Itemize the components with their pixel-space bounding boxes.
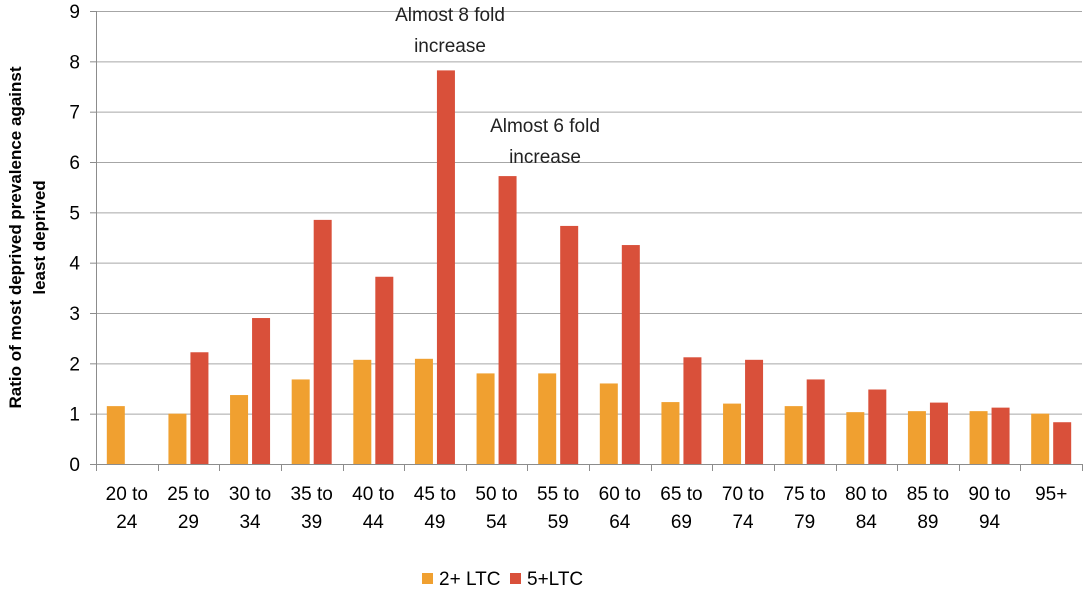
bar-two-plus-ltc	[230, 395, 249, 464]
annotation-text: Almost 8 fold	[395, 5, 505, 26]
bar-five-plus-ltc	[621, 245, 640, 464]
x-tick-label: 24	[116, 512, 138, 533]
x-tick-label: 64	[609, 512, 631, 533]
y-tick-labels: 0 1 2 3 4 5 6 7 8 9	[69, 2, 80, 476]
bar-two-plus-ltc	[1031, 413, 1050, 464]
x-tick-label: 49	[424, 512, 445, 533]
x-tick-label: 50 to	[475, 484, 517, 505]
x-tick-label: 59	[548, 512, 569, 533]
bar-two-plus-ltc	[723, 403, 742, 464]
x-tick-label: 75 to	[784, 484, 826, 505]
x-tick-label: 54	[486, 512, 508, 533]
bar-five-plus-ltc	[868, 389, 887, 464]
annotations: Almost 8 fold increase Almost 6 fold increa…	[395, 5, 600, 168]
bar-five-plus-ltc	[436, 70, 455, 464]
bar-two-plus-ltc	[907, 411, 926, 464]
bar-five-plus-ltc	[498, 176, 517, 465]
annotation-text: increase	[414, 36, 486, 57]
y-tick-label: 6	[69, 153, 80, 174]
bar-five-plus-ltc	[1053, 422, 1072, 464]
bar-five-plus-ltc	[252, 318, 271, 464]
bar-five-plus-ltc	[806, 379, 825, 464]
y-tick-label: 9	[69, 2, 80, 23]
annotation-text: increase	[509, 147, 581, 168]
bar-two-plus-ltc	[969, 411, 988, 464]
bar-five-plus-ltc	[375, 276, 394, 464]
x-tick-label: 55 to	[537, 484, 579, 505]
x-tick-label: 45 to	[414, 484, 456, 505]
x-tick-label: 95+	[1035, 484, 1067, 505]
x-tick-label: 65 to	[660, 484, 702, 505]
bar-two-plus-ltc	[476, 373, 495, 464]
axes	[90, 11, 1083, 471]
x-tick-label: 30 to	[229, 484, 271, 505]
x-tick-label: 60 to	[599, 484, 641, 505]
y-tick-label: 3	[69, 304, 80, 325]
bar-five-plus-ltc	[929, 402, 948, 464]
bar-two-plus-ltc	[599, 383, 618, 464]
annotation-text: Almost 6 fold	[490, 116, 600, 137]
bar-two-plus-ltc	[353, 359, 372, 464]
bar-two-plus-ltc	[168, 413, 187, 464]
bar-five-plus-ltc	[560, 225, 579, 464]
x-tick-label: 90 to	[968, 484, 1010, 505]
y-axis-label: Ratio of most deprived prevalence agains…	[6, 66, 49, 408]
bar-five-plus-ltc	[683, 357, 702, 464]
y-tick-label: 8	[69, 52, 80, 73]
x-tick-label: 79	[794, 512, 815, 533]
y-tick-label: 5	[69, 203, 80, 224]
x-tick-label: 80 to	[845, 484, 887, 505]
bar-five-plus-ltc	[745, 359, 764, 464]
bar-five-plus-ltc	[991, 407, 1010, 464]
x-tick-label: 70 to	[722, 484, 764, 505]
bar-five-plus-ltc	[190, 352, 209, 464]
x-tick-label: 84	[856, 512, 878, 533]
x-tick-label: 25 to	[167, 484, 209, 505]
y-tick-label: 7	[69, 103, 80, 124]
bars	[106, 70, 1072, 465]
y-tick-label: 4	[69, 254, 80, 275]
x-tick-label: 69	[671, 512, 692, 533]
x-tick-label: 29	[178, 512, 199, 533]
bar-two-plus-ltc	[291, 379, 310, 464]
gridlines	[96, 11, 1082, 415]
y-axis-label-line: least deprived	[30, 180, 49, 294]
x-tick-labels: 20 to 24 25 to 29 30 to 34 35 to 39 40 to 44 45 to…	[106, 484, 1068, 533]
y-tick-label: 0	[69, 455, 80, 476]
x-tick-label: 20 to	[106, 484, 148, 505]
x-tick-label: 74	[732, 512, 754, 533]
bar-two-plus-ltc	[846, 412, 865, 464]
legend-label: 2+ LTC	[439, 569, 500, 590]
x-tick-label: 94	[979, 512, 1001, 533]
legend: 2+ LTC 5+LTC	[422, 569, 583, 590]
legend-swatch	[422, 573, 433, 584]
legend-swatch	[510, 573, 521, 584]
y-axis-label-line: Ratio of most deprived prevalence agains…	[6, 66, 25, 408]
x-tick-label: 40 to	[352, 484, 394, 505]
x-tick-label: 44	[363, 512, 385, 533]
bar-two-plus-ltc	[538, 373, 557, 464]
x-tick-label: 85 to	[907, 484, 949, 505]
legend-label: 5+LTC	[527, 569, 583, 590]
x-tick-label: 34	[239, 512, 261, 533]
y-tick-label: 2	[69, 354, 80, 375]
bar-two-plus-ltc	[106, 406, 125, 464]
bar-two-plus-ltc	[414, 358, 433, 464]
bar-two-plus-ltc	[661, 402, 680, 464]
x-tick-label: 39	[301, 512, 322, 533]
bar-five-plus-ltc	[313, 219, 332, 464]
x-tick-label: 89	[917, 512, 938, 533]
y-tick-label: 1	[69, 405, 80, 426]
bar-two-plus-ltc	[784, 406, 803, 464]
x-tick-label: 35 to	[291, 484, 333, 505]
